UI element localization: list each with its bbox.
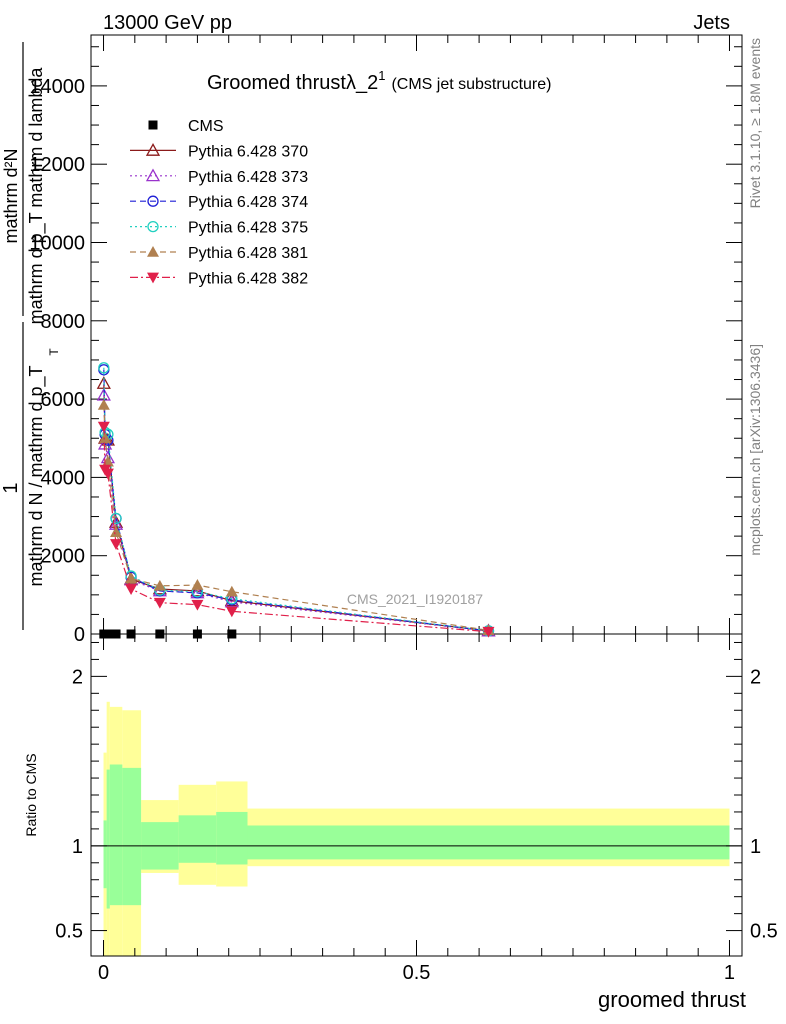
- legend-label: CMS: [188, 118, 224, 135]
- legend-marker: [147, 220, 159, 233]
- main-ytick-label: 14000: [29, 76, 85, 98]
- series-layer: [96, 362, 496, 639]
- ratio-ytick-label-right: 1: [750, 836, 761, 858]
- energy-label: 13000 GeV pp: [103, 12, 232, 34]
- plot-title-sup: 1: [378, 68, 385, 83]
- plot-title-main: Groomed thrust: [207, 72, 346, 94]
- legend-marker: [147, 272, 159, 284]
- ylabel-one: 1: [0, 482, 22, 493]
- legend-marker: [147, 195, 159, 207]
- data-point-6: [225, 606, 238, 618]
- process-label: Jets: [693, 12, 730, 34]
- ratio-ytick-label: 0.5: [55, 921, 83, 943]
- legend-label: Pythia 6.428 381: [188, 245, 308, 262]
- data-point-0: [103, 629, 113, 639]
- series-line-5: [103, 404, 489, 631]
- ratio-ytick-label-right: 0.5: [750, 921, 778, 943]
- data-point-0: [111, 629, 121, 639]
- legend-label: Pythia 6.428 374: [188, 194, 308, 211]
- legend-marker: [148, 120, 158, 130]
- ratio-ytick-label: 2: [72, 666, 83, 688]
- legend-marker: [145, 168, 161, 182]
- band-inner-bin: [178, 815, 217, 863]
- ratio-ytick-label-right: 2: [750, 666, 761, 688]
- main-ytick-label: 10000: [29, 232, 85, 254]
- rivet-version-label: Rivet 3.1.10, ≥ 1.8M events: [747, 38, 763, 208]
- data-point-4: [98, 362, 110, 374]
- data-point-6: [101, 468, 114, 480]
- data-point-6: [125, 584, 138, 595]
- band-inner-bin: [216, 811, 248, 865]
- ratio-bands: [103, 701, 730, 956]
- ylabel-T-subscript: T: [47, 348, 61, 356]
- mcplots-label: mcplots.cern.ch [arXiv:1306.3436]: [747, 344, 763, 556]
- band-inner-bin: [122, 767, 142, 906]
- ratio-ytick-label: 1: [72, 836, 83, 858]
- data-point-6: [153, 597, 166, 609]
- analysis-watermark: CMS_2021_I1920187: [347, 591, 483, 607]
- legend-label: Pythia 6.428 373: [188, 169, 308, 186]
- data-point-6: [191, 599, 204, 611]
- legend-marker: [147, 246, 159, 257]
- series-line-4: [103, 367, 489, 632]
- main-ytick-label: 12000: [29, 154, 85, 176]
- main-ytick-label: 6000: [41, 389, 86, 411]
- data-point-5: [110, 526, 123, 538]
- ratio-xtick-label: 1: [724, 962, 735, 984]
- main-ytick-label: 0: [74, 624, 85, 646]
- ratio-ylabel: Ratio to CMS: [23, 753, 39, 836]
- ratio-xtick-label: 0.5: [403, 962, 431, 984]
- legend-label: Pythia 6.428 382: [188, 270, 308, 287]
- ylabel-numerator: mathrm d²N: [1, 148, 21, 243]
- legend-label: Pythia 6.428 375: [188, 220, 308, 237]
- data-point-5: [125, 572, 138, 584]
- data-point-5: [153, 579, 166, 591]
- legend: CMS Pythia 6.428 370 Pythia 6.428 373 Pythi…: [130, 118, 308, 287]
- band-inner-bin: [247, 825, 730, 860]
- legend-label: Pythia 6.428 370: [188, 143, 308, 160]
- data-point-6: [110, 539, 123, 550]
- data-point-0: [192, 629, 202, 639]
- ylabel-numerator-2: mathrm d p_T mathrm d lambda: [26, 67, 47, 325]
- band-inner-bin: [109, 764, 123, 906]
- axes: 2000 4000 6000 8000 10000 12000 14000 0 0 0.5 1 0.5…: [29, 35, 778, 984]
- data-point-0: [155, 629, 165, 639]
- xlabel: groomed thrust: [598, 987, 746, 1012]
- ylabel-denominator: mathrm d N / mathrm d p_T: [26, 365, 47, 586]
- plot-title: Groomed thrustλ_21 (CMS jet substructure): [207, 68, 551, 94]
- data-point-1: [190, 583, 205, 597]
- main-ytick-label: 2000: [41, 546, 86, 568]
- band-inner-bin: [106, 769, 110, 909]
- data-point-0: [126, 629, 136, 639]
- data-point-0: [227, 629, 237, 639]
- legend-marker: [145, 143, 161, 156]
- band-inner-bin: [103, 820, 107, 889]
- ratio-xtick-label: 0: [98, 962, 109, 984]
- data-point-4: [110, 512, 122, 525]
- plot-title-lambda: λ_2: [346, 72, 378, 94]
- data-point-5: [191, 579, 204, 590]
- data-point-5: [97, 398, 110, 410]
- data-point-6: [97, 421, 110, 433]
- data-point-5: [225, 585, 238, 597]
- plot-title-sub: (CMS jet substructure): [391, 76, 551, 93]
- main-ytick-label: 8000: [41, 311, 86, 333]
- data-point-6: [482, 626, 495, 638]
- main-ytick-label: 4000: [41, 467, 86, 489]
- data-point-5: [99, 432, 112, 444]
